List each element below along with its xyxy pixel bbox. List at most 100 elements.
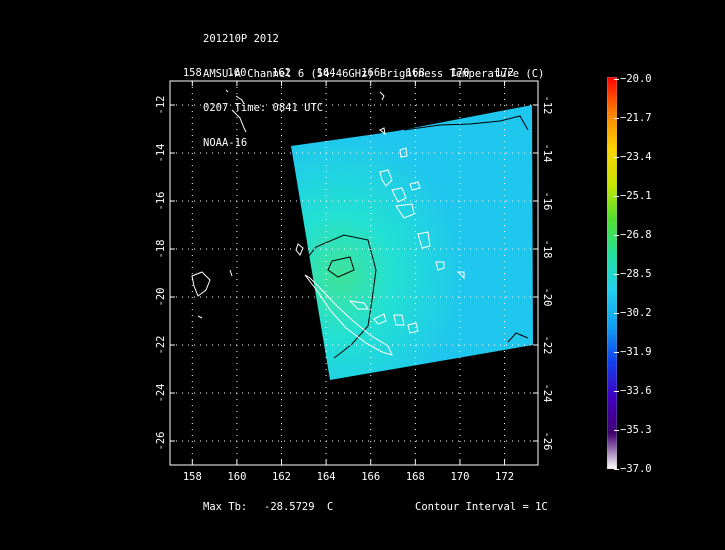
max-tb-label: Max Tb:	[203, 501, 248, 513]
contour-outer	[303, 234, 377, 359]
colorbar-tick	[614, 157, 619, 158]
coast-west-7	[225, 89, 229, 93]
lon-label-top: 170	[450, 67, 469, 79]
figure-title: 201210P 2012 AMSU-A Channel 6 (54.46GHz)…	[203, 11, 544, 161]
coast-vanuatu-2	[391, 187, 407, 203]
colorbar-tick	[614, 235, 619, 236]
lon-label-bottom: 162	[272, 471, 291, 483]
coast-vanuatu-7	[379, 127, 386, 136]
title-line-channel: AMSU-A Channel 6 (54.46GHz) Brightness T…	[203, 67, 545, 80]
lat-label-left: -12	[155, 96, 167, 115]
contour-inner	[327, 256, 355, 278]
colorbar-fill	[607, 77, 617, 469]
lat-label-left: -26	[155, 432, 167, 451]
title-line-satellite: NOAA-16	[203, 136, 248, 149]
colorbar-tick	[614, 118, 619, 119]
colorbar-tick	[614, 391, 619, 392]
colorbar-label: −25.1	[620, 189, 652, 202]
colorbar-tick	[614, 430, 619, 431]
lat-label-right: -12	[541, 96, 553, 115]
coast-west-6	[379, 91, 385, 101]
lat-label-left: -24	[155, 384, 167, 403]
coast-west-4	[231, 109, 247, 133]
coast-new-caledonia	[304, 274, 393, 356]
coast-vanuatu-6	[399, 147, 408, 158]
lat-label-left: -18	[155, 240, 167, 259]
coast-loyalty-2	[373, 313, 387, 325]
map-frame	[169, 80, 539, 466]
coast-vanuatu-3	[395, 203, 415, 219]
lon-label-top: 172	[495, 67, 514, 79]
lon-label-bottom: 166	[361, 471, 380, 483]
axis-labels: 158 158 160 160 162 162 164 164 166 166 168 168 170 1…	[155, 67, 553, 483]
lon-label-top: 162	[272, 67, 291, 79]
coast-west-5	[235, 95, 245, 105]
colorbar-label: −37.0	[620, 462, 652, 475]
lon-label-top: 164	[317, 67, 336, 79]
coast-loyalty-3	[295, 243, 304, 256]
coast-fiji-1	[435, 261, 445, 271]
max-tb-unit: C	[327, 501, 334, 513]
lon-label-bottom: 172	[495, 471, 514, 483]
contour-southeast	[507, 332, 529, 343]
title-line-time: 0207 Time: 0841 UTC	[203, 102, 324, 114]
lon-label-bottom: 158	[183, 471, 202, 483]
lon-label-bottom: 168	[406, 471, 425, 483]
lon-label-bottom: 160	[227, 471, 246, 483]
coast-loyalty-1	[348, 300, 369, 310]
lon-label-top: 160	[227, 67, 246, 79]
lat-label-right: -24	[541, 384, 553, 403]
colorbar-label: −26.8	[620, 228, 652, 241]
lon-label-bottom: 170	[450, 471, 469, 483]
title-line-storm: 201210P 2012	[203, 33, 279, 45]
colorbar-tick	[614, 196, 619, 197]
lat-label-right: -20	[541, 288, 553, 307]
colorbar-label: −28.5	[620, 267, 652, 280]
colorbar-tick	[614, 469, 619, 470]
colorbar-label: −30.2	[620, 306, 652, 319]
colorbar-tick	[614, 352, 619, 353]
colorbar-label: −35.3	[620, 423, 652, 436]
colorbar-tick	[614, 313, 619, 314]
coast-fiji-3	[393, 314, 405, 326]
swath-polygon	[291, 105, 533, 380]
lat-label-right: -22	[541, 336, 553, 355]
lat-label-left: -14	[155, 144, 167, 163]
brightness-swath	[291, 105, 533, 380]
coast-vanuatu-4	[409, 181, 421, 191]
colorbar-label: −31.9	[620, 345, 652, 358]
temperature-contours	[303, 115, 529, 359]
lat-label-right: -26	[541, 432, 553, 451]
lat-lon-grid	[170, 81, 538, 465]
coast-vanuatu-1	[379, 169, 393, 187]
coast-fiji-2	[456, 271, 465, 280]
contour-interval: Contour Interval = 1C	[415, 501, 548, 513]
coast-vanuatu-5	[417, 231, 431, 249]
lat-label-right: -18	[541, 240, 553, 259]
lat-label-right: -14	[541, 144, 553, 163]
axis-ticks	[170, 81, 538, 465]
colorbar-label: −21.7	[620, 111, 652, 124]
lat-label-left: -20	[155, 288, 167, 307]
coastlines	[191, 89, 465, 356]
colorbar-tick	[614, 79, 619, 80]
coast-west-1	[191, 271, 211, 297]
lat-label-right: -16	[541, 192, 553, 211]
max-tb-value: -28.5729	[264, 501, 315, 513]
lon-label-top: 166	[361, 67, 380, 79]
lon-label-top: 168	[406, 67, 425, 79]
lat-label-left: -16	[155, 192, 167, 211]
colorbar-label: −23.4	[620, 150, 652, 163]
lon-label-top: 158	[183, 67, 202, 79]
contour-north	[403, 115, 529, 131]
colorbar-label: −33.6	[620, 384, 652, 397]
lat-label-left: -22	[155, 336, 167, 355]
coast-west-3	[197, 315, 203, 319]
colorbar-tick	[614, 274, 619, 275]
lon-label-bottom: 164	[317, 471, 336, 483]
coast-west-2	[229, 269, 233, 277]
coast-fiji-4	[407, 322, 419, 334]
colorbar	[607, 77, 617, 469]
colorbar-label: −20.0	[620, 72, 652, 85]
